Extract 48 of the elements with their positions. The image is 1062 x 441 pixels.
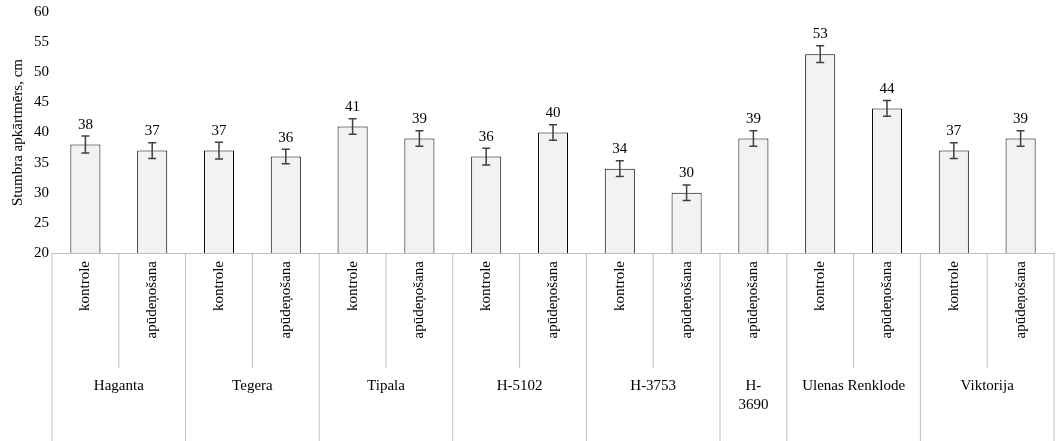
data-label: 37 [144, 122, 161, 139]
x-tick-label: apūdeņošana [877, 260, 895, 339]
x-tick-label: kontrole [209, 260, 226, 311]
data-label: 30 [679, 164, 695, 181]
data-label: 44 [879, 80, 895, 96]
y-tick-label: 30 [34, 183, 49, 200]
x-tick-label: kontrole [811, 260, 828, 311]
y-tick-label: 55 [34, 33, 49, 50]
y-tick-label: 45 [34, 93, 49, 110]
data-label: 53 [812, 25, 828, 42]
data-label: 34 [612, 140, 628, 157]
text: Viktorija [960, 376, 1015, 393]
x-tick-label: kontrole [76, 260, 93, 311]
text: H-3753 [630, 376, 677, 393]
y-tick-label: 50 [34, 63, 49, 80]
data-label: 37 [946, 122, 962, 139]
data-label: 36 [278, 128, 294, 145]
text: Tegera [232, 376, 274, 393]
y-axis-title: Stumbra apkārtmērs, cm [8, 58, 25, 207]
x-tick-label: apūdeņošana [543, 260, 561, 339]
data-label: 38 [77, 115, 93, 132]
data-label: 36 [478, 127, 495, 144]
x-tick-label: kontrole [944, 260, 961, 311]
x-tick-label: kontrole [343, 260, 360, 311]
data-label: 39 [411, 110, 427, 127]
x-tick-label: apūdeņošana [1011, 260, 1029, 339]
x-tick-label: apūdeņošana [410, 260, 428, 339]
x-tick-label: apūdeņošana [677, 260, 695, 339]
x-tick-label: kontrole [610, 260, 627, 311]
x-tick-label: apūdeņošana [143, 260, 161, 339]
text: Tipala [367, 376, 406, 393]
x-tick-label: apūdeņošana [276, 260, 294, 339]
y-tick-label: 20 [34, 243, 49, 260]
text: Ulenas Renklode [802, 376, 906, 393]
x-tick-label: apūdeņošana [744, 260, 762, 339]
data-label: 39 [745, 110, 761, 127]
data-label: 37 [211, 121, 227, 138]
x-tick-label: kontrole [477, 260, 494, 311]
text: H-3690 [738, 376, 769, 412]
data-label: 39 [1013, 110, 1029, 127]
text: Haganta [93, 376, 145, 393]
y-tick-label: 60 [34, 2, 49, 19]
data-label: 40 [545, 104, 561, 121]
y-tick-label: 35 [34, 153, 49, 170]
y-tick-label: 25 [34, 213, 49, 230]
y-tick-label: 40 [34, 123, 49, 140]
text: H-5102 [496, 376, 543, 393]
data-label: 41 [345, 98, 361, 115]
